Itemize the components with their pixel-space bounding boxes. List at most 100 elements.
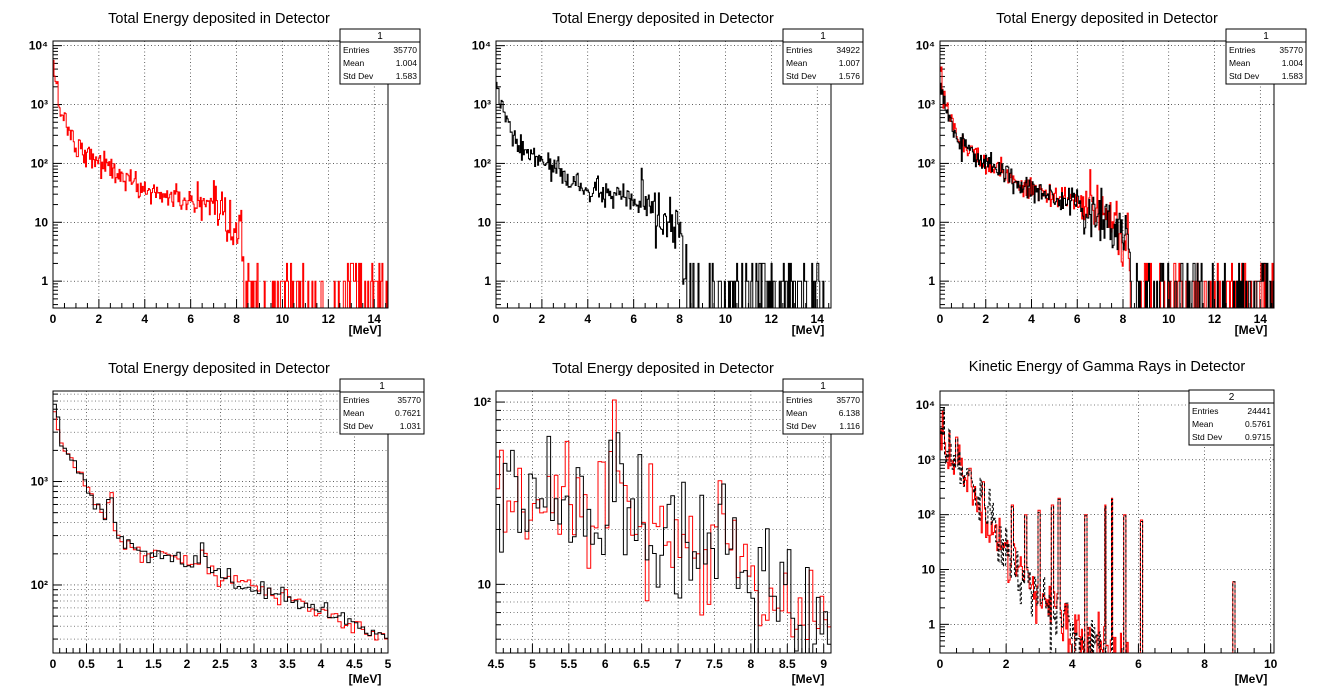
- stats-value: 0.9715: [1245, 432, 1271, 442]
- y-tick-label: 10: [478, 215, 492, 229]
- stats-box: 1 Entries 34922 Mean 1.007 Std Dev 1.576: [782, 28, 864, 85]
- stats-box: 1 Entries 35770 Mean 0.7621 Std Dev 1.031: [339, 378, 425, 435]
- y-tick-label: 1: [928, 274, 935, 288]
- x-tick-label: 0: [493, 312, 500, 326]
- x-tick-label: 8.5: [779, 657, 796, 671]
- chart-title: Total Energy deposited in Detector: [552, 11, 774, 27]
- stats-value: 1.576: [839, 71, 861, 81]
- stats-label: Entries: [1192, 406, 1218, 416]
- x-tick-label: 7.5: [706, 657, 723, 671]
- x-tick-label: 0: [937, 312, 944, 326]
- stats-box-name: 1: [820, 381, 826, 392]
- chart-title: Kinetic Energy of Gamma Rays in Detector: [969, 359, 1246, 375]
- x-tick-label: 2.5: [212, 657, 229, 671]
- x-tick-label: 8: [1201, 657, 1208, 671]
- stats-box-name: 1: [379, 381, 385, 392]
- histogram-panel: Total Energy deposited in Detector 0 2 4 6 8 1…: [29, 11, 421, 337]
- plot-frame: [52, 40, 389, 309]
- x-tick-label: 0.5: [78, 657, 95, 671]
- x-tick-label: 2: [539, 312, 546, 326]
- stats-value: 6.138: [839, 408, 861, 418]
- x-tick-label: 6.5: [633, 657, 650, 671]
- histogram-panel: Total Energy deposited in Detector 0 2 4 6 8 1…: [472, 11, 864, 337]
- stats-value: 24441: [1247, 406, 1271, 416]
- y-tick-label: 10²: [31, 578, 48, 592]
- stats-box: 2 Entries 24441 Mean 0.5761 Std Dev 0.9715: [1188, 389, 1275, 446]
- chart-title: Total Energy deposited in Detector: [552, 361, 774, 377]
- x-axis-label: [MeV]: [792, 672, 825, 686]
- stats-value: 34922: [836, 45, 860, 55]
- stats-value: 1.004: [1282, 58, 1304, 68]
- x-tick-label: 4: [1028, 312, 1035, 326]
- stats-box-frame: [1225, 28, 1307, 85]
- x-tick-label: 4: [584, 312, 591, 326]
- histogram-series-black: [939, 408, 1274, 654]
- x-axis-label: [MeV]: [1235, 323, 1268, 337]
- stats-box-frame: [782, 378, 864, 435]
- x-tick-label: 6: [187, 312, 194, 326]
- y-tick-label: 10³: [31, 475, 48, 489]
- stats-box-name: 2: [1229, 392, 1235, 403]
- stats-label: Mean: [786, 58, 808, 68]
- stats-label: Entries: [343, 395, 369, 405]
- x-tick-label: 3: [251, 657, 258, 671]
- x-tick-label: 5.5: [560, 657, 577, 671]
- stats-label: Mean: [1192, 419, 1214, 429]
- y-tick-label: 10⁴: [916, 398, 935, 412]
- x-tick-label: 1: [117, 657, 124, 671]
- stats-box-frame: [339, 28, 421, 85]
- x-axis-label: [MeV]: [792, 323, 825, 337]
- x-tick-label: 2: [982, 312, 989, 326]
- x-tick-label: 3.5: [279, 657, 296, 671]
- histogram-series-red: [939, 410, 1274, 654]
- y-tick-label: 10²: [918, 508, 935, 522]
- stats-value: 35770: [836, 395, 860, 405]
- stats-box-name: 1: [1263, 31, 1269, 42]
- x-tick-label: 8: [233, 312, 240, 326]
- x-tick-label: 14: [368, 312, 382, 326]
- stats-label: Std Dev: [1229, 71, 1260, 81]
- stats-label: Mean: [343, 58, 365, 68]
- y-tick-label: 10: [922, 215, 936, 229]
- x-tick-label: 6: [602, 657, 609, 671]
- plot-frame: [939, 390, 1275, 654]
- x-tick-label: 9: [820, 657, 827, 671]
- x-tick-label: 8: [1120, 312, 1127, 326]
- stats-value: 1.583: [396, 71, 418, 81]
- stats-label: Mean: [343, 408, 365, 418]
- plot-frame: [939, 40, 1275, 309]
- x-tick-label: 12: [1208, 312, 1222, 326]
- stats-value: 35770: [1279, 45, 1303, 55]
- x-tick-label: 8: [676, 312, 683, 326]
- stats-label: Mean: [1229, 58, 1251, 68]
- stats-value: 0.7621: [395, 408, 421, 418]
- stats-value: 1.583: [1282, 71, 1304, 81]
- stats-value: 35770: [397, 395, 421, 405]
- x-tick-label: 0: [937, 657, 944, 671]
- histogram-series-red: [52, 411, 389, 653]
- x-tick-label: 4.5: [346, 657, 363, 671]
- y-tick-label: 10⁴: [472, 39, 491, 53]
- stats-label: Std Dev: [343, 71, 374, 81]
- x-tick-label: 6: [1135, 657, 1142, 671]
- x-tick-label: 6: [630, 312, 637, 326]
- y-tick-label: 1: [41, 274, 48, 288]
- x-tick-label: 0: [50, 312, 57, 326]
- x-tick-label: 4: [141, 312, 148, 326]
- y-tick-label: 10: [922, 562, 936, 576]
- y-tick-label: 10³: [31, 98, 48, 112]
- x-tick-label: 14: [811, 312, 825, 326]
- histogram-series-black: [495, 81, 831, 309]
- x-tick-label: 2: [184, 657, 191, 671]
- x-tick-label: 4.5: [488, 657, 505, 671]
- histogram-series-black: [52, 403, 389, 653]
- stats-box-frame: [1188, 389, 1275, 446]
- stats-box: 1 Entries 35770 Mean 1.004 Std Dev 1.583: [339, 28, 421, 85]
- histogram-panel: Total Energy deposited in Detector 4.5 5 5.…: [474, 361, 864, 686]
- stats-box: 1 Entries 35770 Mean 6.138 Std Dev 1.116: [782, 378, 864, 435]
- stats-box-frame: [782, 28, 864, 85]
- x-tick-label: 2: [1003, 657, 1010, 671]
- x-tick-label: 12: [765, 312, 779, 326]
